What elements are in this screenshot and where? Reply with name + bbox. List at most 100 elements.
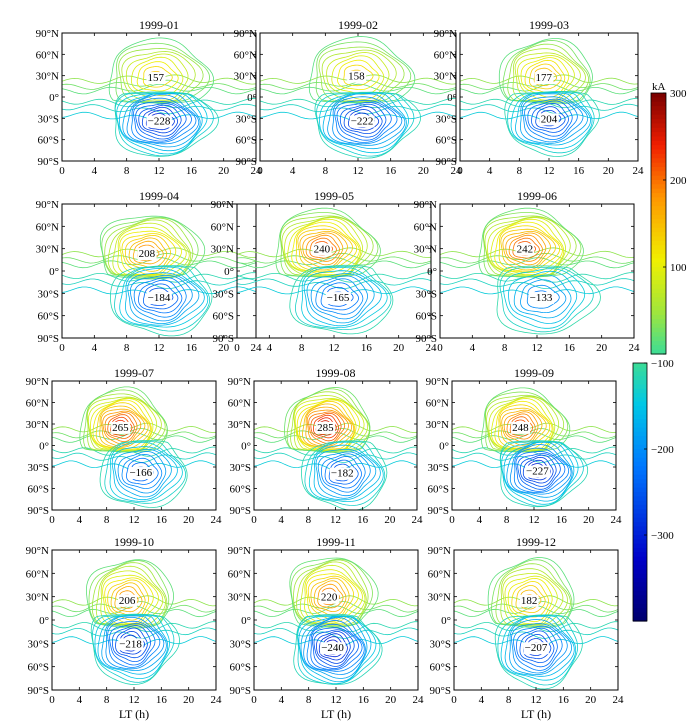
x-tick-label: 24	[251, 342, 263, 354]
x-tick-label: 4	[470, 342, 476, 354]
x-axis-label: LT (h)	[321, 707, 351, 721]
x-tick-label: 16	[186, 342, 198, 354]
south-peak-label: −227	[526, 466, 549, 478]
y-tick-label: 90°N	[434, 28, 457, 40]
x-tick-label: 0	[437, 342, 443, 354]
contour-line	[316, 631, 351, 664]
contour-line	[503, 411, 539, 443]
colorbar-cell	[651, 293, 666, 299]
colorbar-cell	[633, 449, 647, 454]
label-backdrop	[117, 594, 137, 607]
x-tick-label: 16	[385, 165, 397, 177]
contour-line	[348, 109, 380, 131]
north-peak-label: 208	[139, 248, 156, 260]
y-tick-label: 90°S	[212, 333, 234, 345]
contour-line	[297, 615, 381, 685]
colorbar-cell	[633, 479, 647, 484]
panel-title: 1999-01	[139, 18, 179, 32]
colorbar-cell	[651, 249, 666, 255]
contour-line	[303, 270, 382, 327]
x-tick-label: 4	[279, 694, 285, 706]
contour-line	[308, 411, 346, 444]
x-tick-label: 20	[583, 514, 595, 526]
y-tick-label: 90°N	[228, 545, 251, 557]
colorbar-cell	[633, 440, 647, 446]
x-tick-label: 0	[59, 165, 65, 177]
x-tick-label: 4	[92, 165, 98, 177]
colorbar-cell	[651, 267, 666, 272]
y-tick-label: 90°S	[37, 156, 59, 168]
colorbar-cell	[651, 223, 666, 229]
contour-line	[129, 275, 193, 322]
south-peak-label: −166	[129, 467, 152, 479]
x-tick-label: 24	[211, 514, 223, 526]
colorbar-cell	[651, 210, 666, 216]
colorbar-cell	[633, 603, 647, 609]
x-tick-label: 4	[487, 165, 493, 177]
colorbar-cell	[651, 232, 666, 238]
colorbar-cell	[633, 552, 647, 558]
y-tick-label: 0°	[49, 92, 59, 104]
panel-1999-01: 0 4 8 12 16 20 24 90°N 60°N 30°N 0° 30°S 60°S 90°S 199…	[36, 18, 262, 177]
contour-line	[315, 41, 412, 103]
south-peak-label: −165	[327, 292, 350, 304]
x-tick-label: 24	[613, 694, 625, 706]
contour-line	[305, 234, 340, 262]
contour-line	[306, 620, 365, 672]
contour-line	[99, 215, 206, 280]
contour-line	[109, 623, 156, 666]
colorbar-cell	[633, 569, 647, 575]
x-tick-label: 8	[124, 165, 130, 177]
contour-lines	[452, 387, 616, 508]
x-tick-label: 20	[418, 165, 430, 177]
contour-line	[496, 265, 601, 335]
contour-line	[494, 614, 583, 690]
panel-title: 1999-04	[139, 189, 179, 203]
x-tick-label: 4	[267, 342, 273, 354]
label-backdrop	[316, 421, 336, 434]
colorbar-cell	[651, 123, 666, 129]
colorbar-cell	[651, 197, 666, 203]
colorbar-cell	[633, 487, 647, 493]
y-tick-label: 60°S	[235, 135, 257, 147]
y-tick-label: 30°N	[426, 419, 449, 431]
x-tick-label: 24	[611, 514, 623, 526]
y-tick-label: 90°S	[415, 333, 437, 345]
y-tick-label: 90°N	[26, 545, 49, 557]
contour-line	[117, 451, 167, 494]
contour-line	[440, 278, 634, 290]
colorbar-cell	[651, 140, 666, 146]
colorbar-cell	[651, 166, 666, 172]
y-tick-label: 0°	[49, 266, 59, 278]
contour-line	[114, 586, 143, 613]
contour-line	[315, 278, 364, 315]
contour-line	[260, 83, 456, 95]
contour-line	[109, 442, 183, 502]
colorbar-cell	[633, 547, 647, 553]
y-tick-label: 30°S	[27, 462, 49, 474]
y-tick-label: 90°S	[27, 685, 49, 697]
contour-line	[62, 98, 256, 109]
label-backdrop	[312, 243, 332, 256]
x-tick-label: 16	[564, 342, 576, 354]
colorbar-cell	[651, 188, 666, 194]
colorbar-cell	[633, 363, 647, 368]
contour-lines	[440, 207, 634, 335]
contour-line	[62, 278, 256, 290]
contour-line	[131, 97, 197, 143]
colorbar-cell	[651, 127, 666, 133]
x-tick-label: 24	[451, 165, 463, 177]
contour-line	[289, 264, 394, 335]
colorbar-cell	[651, 219, 666, 225]
y-tick-label: 0°	[39, 615, 49, 627]
x-tick-label: 24	[211, 694, 223, 706]
label-backdrop	[539, 113, 559, 126]
contour-line	[509, 416, 534, 437]
contour-line	[107, 414, 135, 439]
contour-line	[503, 441, 575, 502]
y-tick-label: 60°N	[26, 398, 49, 410]
colorbar-cell	[633, 590, 647, 596]
y-tick-label: 0°	[247, 92, 257, 104]
y-tick-label: 30°N	[434, 71, 457, 83]
colorbar-cell	[651, 93, 666, 98]
